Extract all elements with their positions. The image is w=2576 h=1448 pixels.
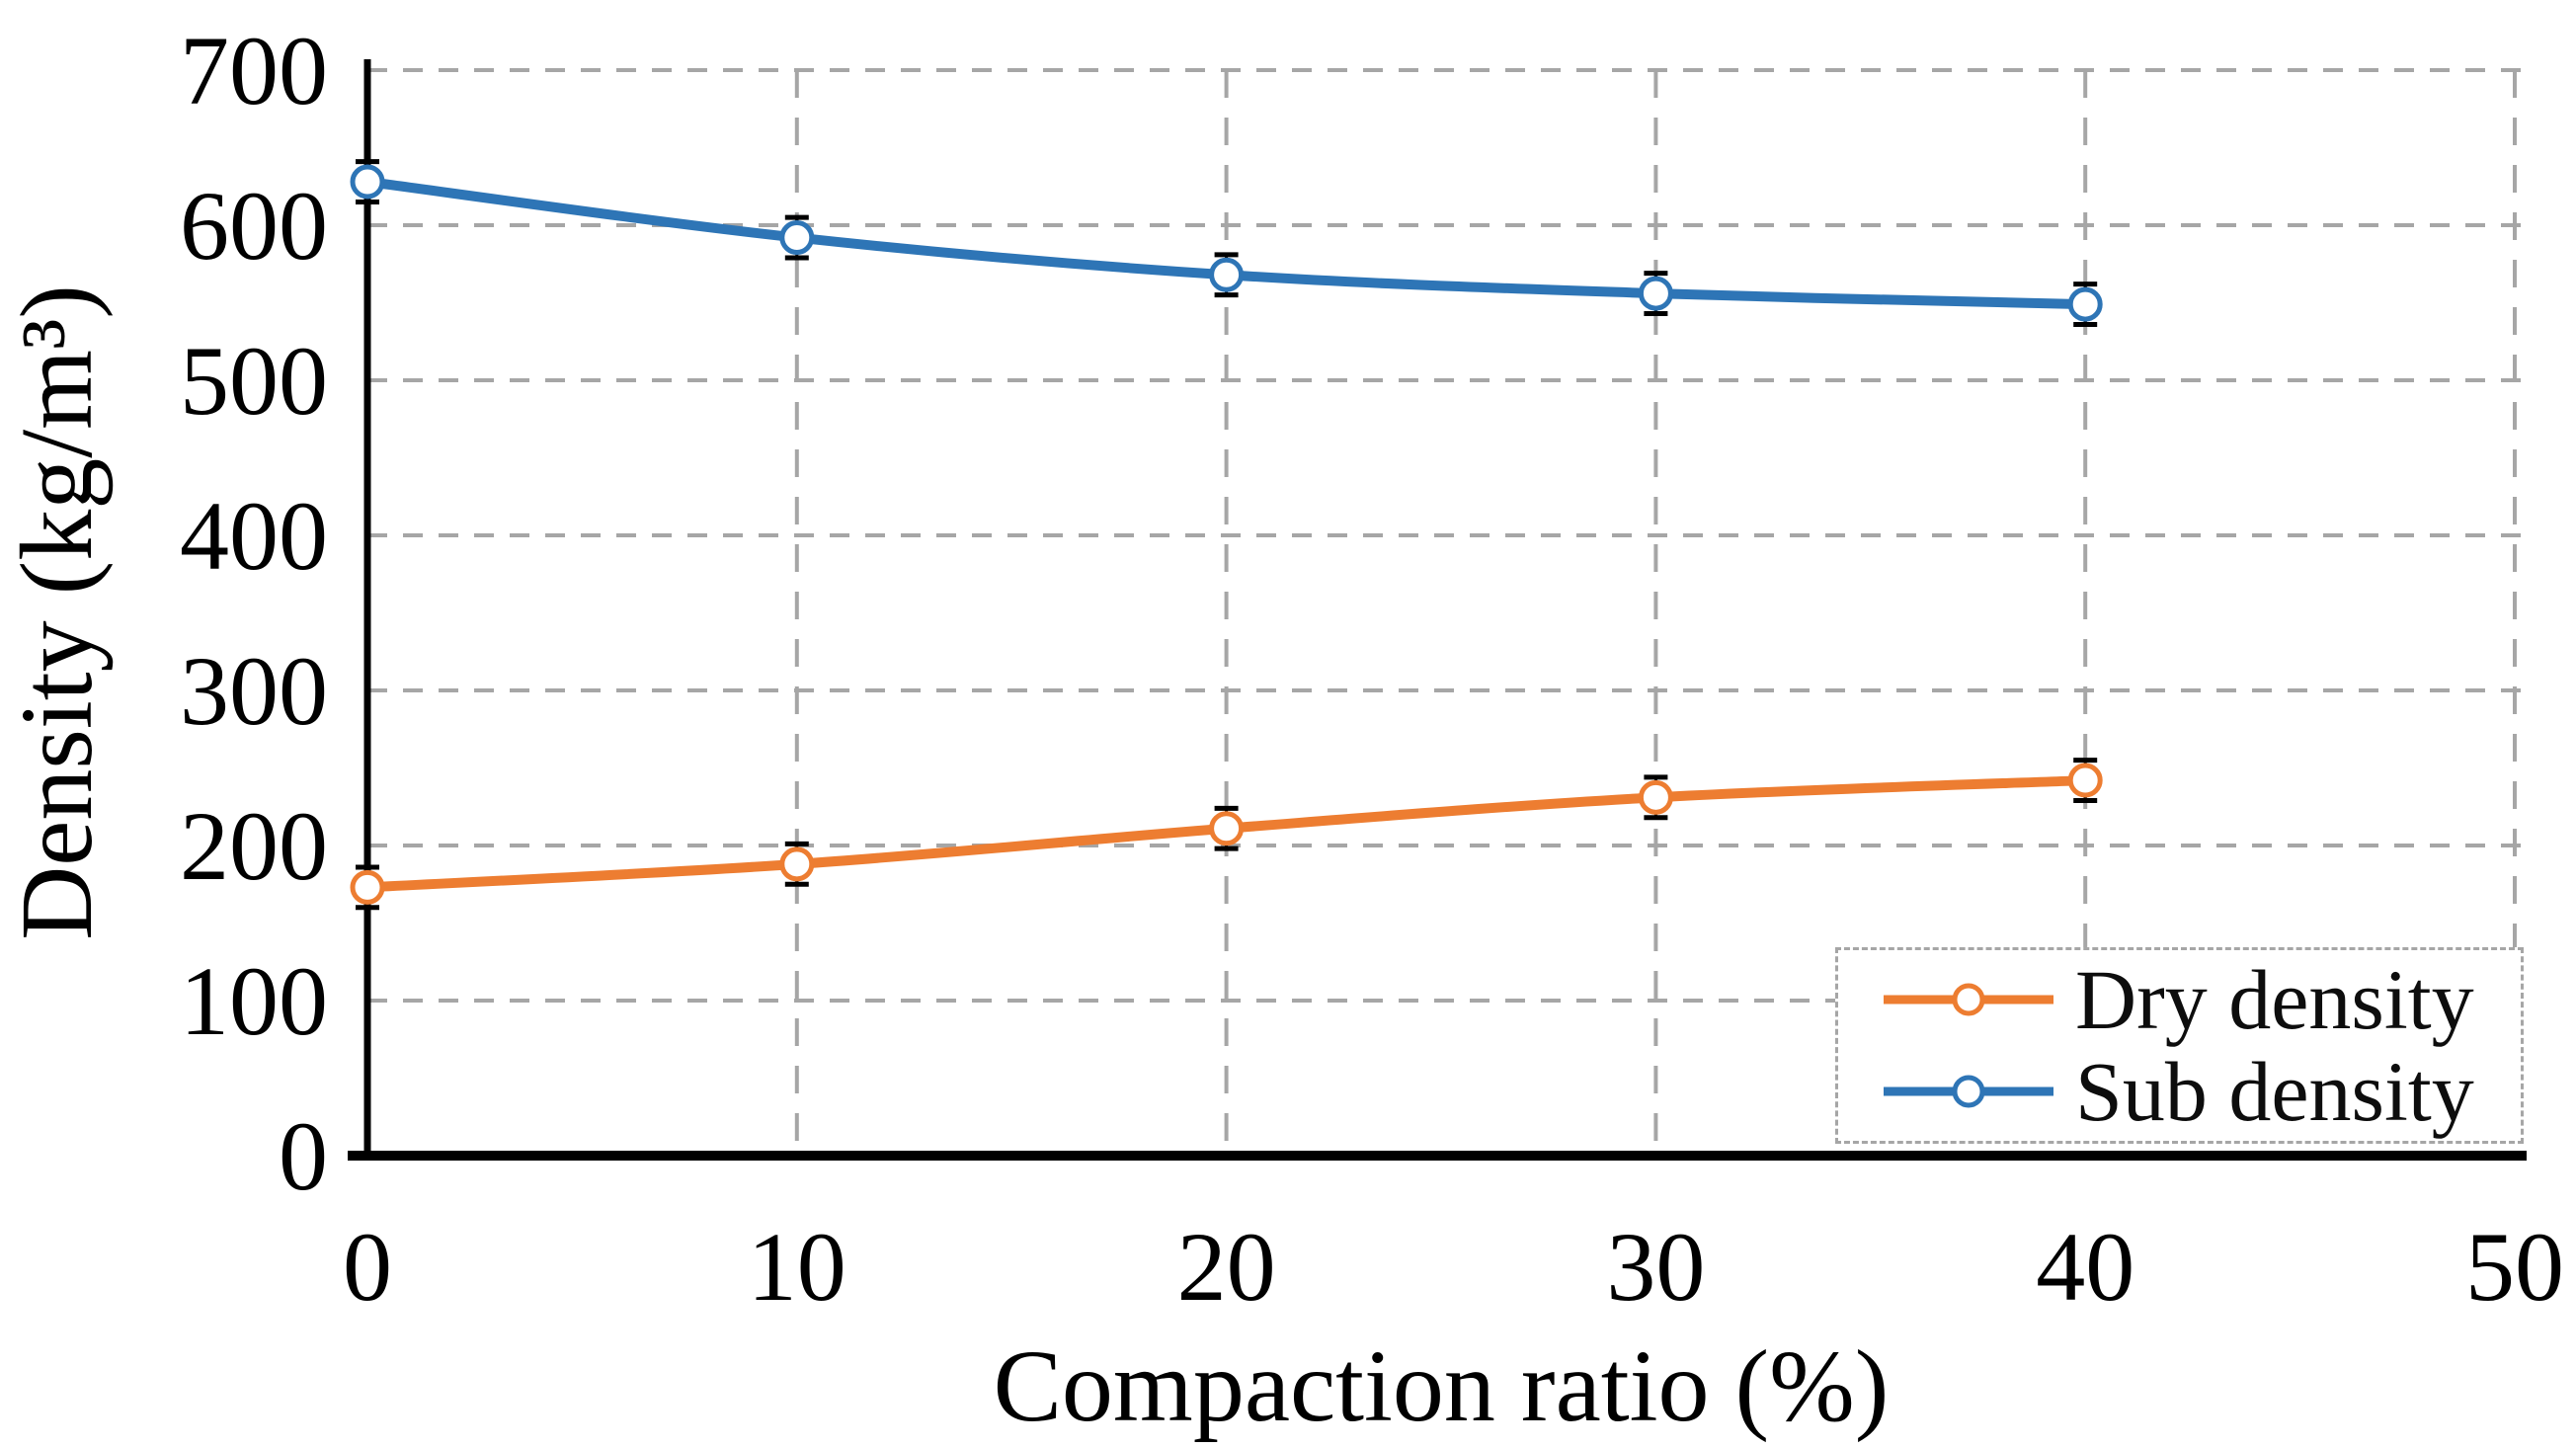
y-tick-label: 700 <box>180 16 328 125</box>
y-tick-label: 300 <box>180 636 328 746</box>
legend-label: Dry density <box>2075 952 2474 1047</box>
x-tick-label: 20 <box>1177 1212 1276 1322</box>
x-axis-title: Compaction ratio (%) <box>993 1329 1890 1443</box>
x-tick-label: 0 <box>343 1212 392 1322</box>
y-tick-label: 500 <box>180 326 328 436</box>
legend-item-sub-density: Sub density <box>1880 1049 2521 1134</box>
y-axis-title: Density (kg/m³) <box>0 284 114 940</box>
data-point-marker-dry-density <box>350 869 385 905</box>
data-point-marker-sub-density <box>1638 276 1673 311</box>
data-point-marker-dry-density <box>779 846 815 882</box>
x-tick-label: 10 <box>748 1212 846 1322</box>
y-tick-label: 400 <box>180 481 328 591</box>
legend: Dry density Sub density <box>1835 947 2524 1144</box>
sub-density-line-marker-icon <box>1884 1075 2053 1108</box>
data-point-marker-sub-density <box>1209 257 1245 292</box>
dry-density-line-marker-icon <box>1884 983 2053 1016</box>
data-point-marker-sub-density <box>2067 286 2103 322</box>
data-point-marker-sub-density <box>779 220 815 256</box>
y-tick-label: 600 <box>180 171 328 281</box>
data-point-marker-dry-density <box>1638 779 1673 815</box>
x-tick-label: 40 <box>2036 1212 2134 1322</box>
data-point-marker-sub-density <box>350 164 385 200</box>
y-tick-label: 0 <box>279 1101 328 1211</box>
y-tick-label: 100 <box>180 946 328 1056</box>
x-tick-label: 50 <box>2465 1212 2564 1322</box>
legend-label: Sub density <box>2075 1044 2474 1139</box>
y-tick-label: 200 <box>180 791 328 901</box>
data-point-marker-dry-density <box>1209 811 1245 846</box>
x-tick-label: 30 <box>1606 1212 1705 1322</box>
legend-item-dry-density: Dry density <box>1880 957 2521 1042</box>
data-point-marker-dry-density <box>2067 763 2103 798</box>
